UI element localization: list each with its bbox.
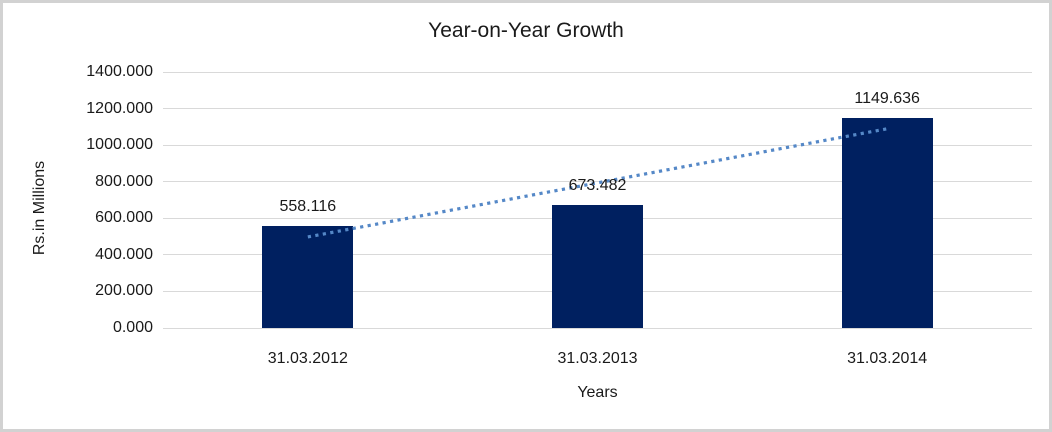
x-axis-title: Years	[577, 384, 618, 401]
y-tick-label: 400.000	[95, 245, 153, 263]
bar	[552, 204, 643, 328]
y-tick-label: 1400.000	[86, 63, 153, 80]
bar-value-label: 1149.636	[854, 89, 920, 107]
y-tick-label: 800.000	[95, 172, 153, 190]
y-tick-label: 1200.000	[86, 99, 153, 117]
bar-value-label: 558.116	[279, 197, 337, 215]
x-tick-label: 31.03.2013	[557, 350, 638, 367]
x-tick-label: 31.03.2012	[267, 350, 348, 367]
bar-value-label: 673.482	[568, 176, 627, 194]
bar	[841, 117, 933, 328]
chart-title: Year-on-Year Growth	[428, 19, 624, 42]
gridline	[163, 108, 1032, 110]
x-tick-label: 31.03.2014	[847, 350, 928, 367]
y-tick-label: 0.000	[112, 319, 153, 336]
gridline	[163, 327, 1032, 329]
y-tick-label: 600.000	[95, 209, 153, 227]
y-tick-label: 1000.000	[86, 136, 153, 154]
y-tick-label: 200.000	[95, 282, 153, 300]
bar	[262, 225, 354, 328]
gridline	[163, 71, 1032, 73]
